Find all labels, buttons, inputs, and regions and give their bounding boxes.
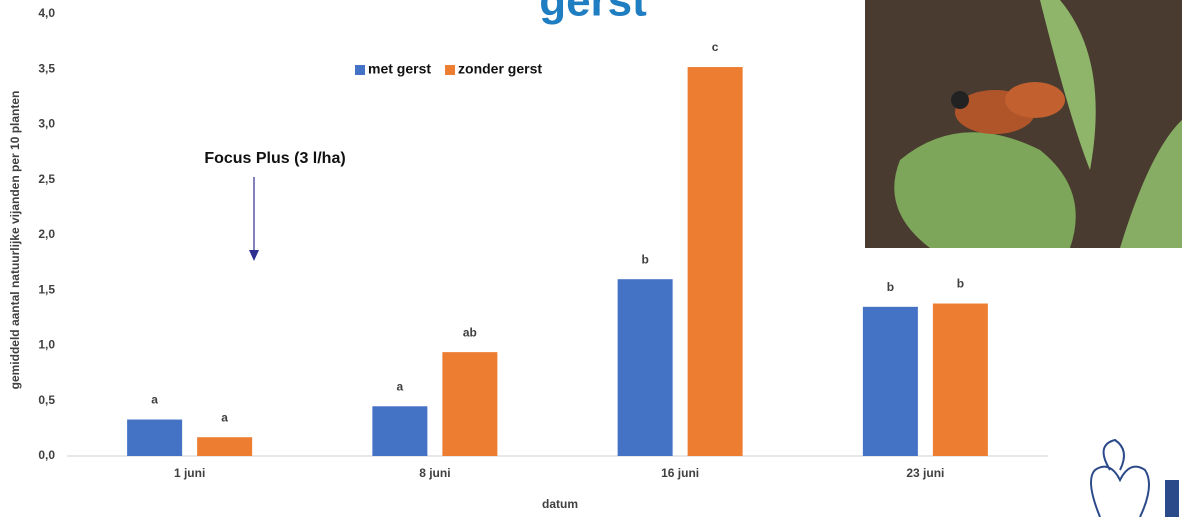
legend-label: met gerst bbox=[368, 61, 431, 77]
y-axis-label: gemiddeld aantal natuurlijke vijanden pe… bbox=[8, 91, 22, 390]
bar bbox=[197, 437, 253, 456]
x-tick-label: 23 juni bbox=[906, 466, 944, 480]
y-tick-label: 1,0 bbox=[38, 338, 55, 352]
bar bbox=[687, 67, 743, 456]
bar bbox=[127, 419, 183, 456]
y-tick-label: 1,5 bbox=[38, 282, 55, 296]
bar bbox=[932, 303, 988, 456]
chart-title: gerst bbox=[539, 0, 647, 26]
y-tick-label: 3,5 bbox=[38, 61, 55, 75]
significance-letter: a bbox=[151, 393, 158, 407]
significance-letter: ab bbox=[463, 325, 477, 339]
x-tick-label: 1 juni bbox=[174, 466, 205, 480]
bar bbox=[442, 352, 498, 456]
y-tick-label: 0,5 bbox=[38, 393, 55, 407]
y-tick-label: 2,5 bbox=[38, 172, 55, 186]
bar bbox=[617, 279, 673, 456]
significance-letter: b bbox=[887, 280, 894, 294]
x-axis-label: datum bbox=[542, 497, 578, 511]
legend-label: zonder gerst bbox=[458, 61, 542, 77]
x-tick-label: 16 juni bbox=[661, 466, 699, 480]
y-tick-label: 4,0 bbox=[38, 6, 55, 20]
bar bbox=[862, 306, 918, 456]
x-tick-label: 8 juni bbox=[419, 466, 450, 480]
y-tick-label: 3,0 bbox=[38, 117, 55, 131]
significance-letter: a bbox=[221, 410, 228, 424]
annotation-arrowhead bbox=[249, 250, 259, 261]
significance-letter: b bbox=[641, 252, 648, 266]
annotation: Focus Plus (3 l/ha) bbox=[204, 150, 345, 167]
significance-letter: c bbox=[712, 40, 719, 54]
significance-letter: a bbox=[397, 379, 404, 393]
legend-swatch bbox=[445, 65, 456, 75]
y-tick-label: 0,0 bbox=[38, 448, 55, 462]
logo bbox=[1090, 438, 1179, 517]
significance-letter: b bbox=[957, 277, 964, 291]
photo bbox=[865, 0, 1182, 248]
legend-swatch bbox=[355, 65, 365, 75]
y-tick-label: 2,0 bbox=[38, 227, 55, 241]
bar bbox=[372, 406, 428, 456]
